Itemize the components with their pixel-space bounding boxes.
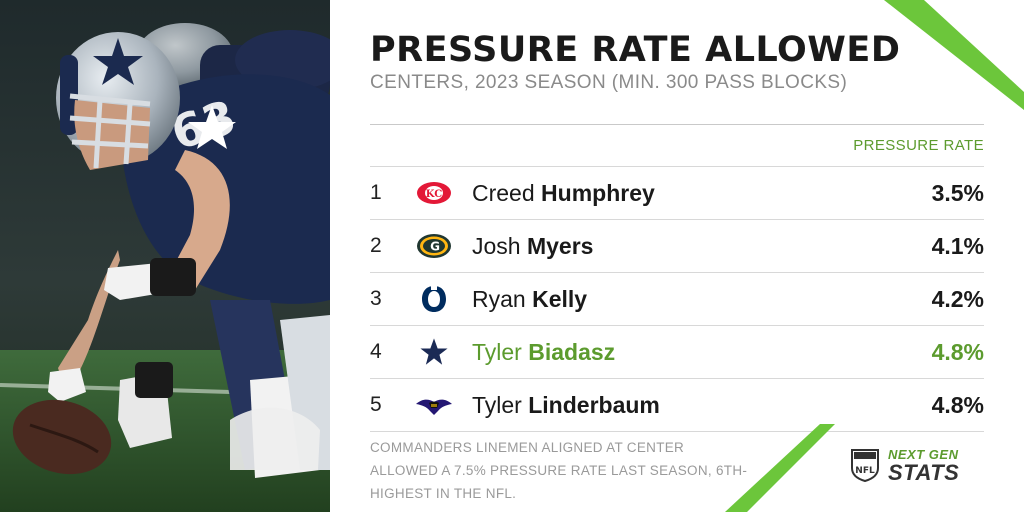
last-name: Myers <box>526 232 594 259</box>
rank-number: 4 <box>370 340 382 363</box>
brand-top: NEXT GEN <box>888 447 959 462</box>
packers-logo-icon: G <box>406 228 462 264</box>
colts-logo-icon <box>406 281 462 317</box>
last-name: Linderbaum <box>528 391 660 418</box>
footnote: COMMANDERS LINEMEN ALIGNED AT CENTER ALL… <box>370 440 748 501</box>
header-divider <box>370 124 984 125</box>
player-name: Creed Humphrey <box>472 180 655 207</box>
ranking-table: 1 KC Creed Humphrey 3.5% 2 <box>370 166 984 432</box>
pressure-rate-value: 4.1% <box>931 232 984 259</box>
cowboys-logo-icon <box>406 334 462 370</box>
brand-bottom: STATS <box>888 460 960 485</box>
nfl-shield-text: NFL <box>855 466 875 476</box>
corner-stripe-decoration <box>884 0 1024 110</box>
ravens-logo-icon <box>406 387 462 423</box>
player-name: Tyler Biadasz <box>472 339 615 366</box>
page-title: PRESSURE RATE ALLOWED <box>370 30 901 70</box>
first-name: Tyler <box>472 391 522 418</box>
pressure-rate-value: 4.8% <box>931 338 984 365</box>
table-row: 2 G Josh Myers 4.1% <box>370 219 984 272</box>
rank-number: 2 <box>370 234 382 257</box>
column-header-pressure-rate: PRESSURE RATE <box>853 137 984 154</box>
nfl-shield-icon: NFL <box>851 449 879 482</box>
bottom-stripe-decoration <box>725 424 835 512</box>
table-row: 3 Ryan Kelly 4.2% <box>370 272 984 325</box>
player-name: Ryan Kelly <box>472 286 587 313</box>
first-name: Ryan <box>472 285 526 312</box>
table-row-highlighted: 4 Tyler Biadasz 4.8% <box>370 325 984 378</box>
last-name: Humphrey <box>541 179 655 206</box>
stats-panel: PRESSURE RATE ALLOWED CENTERS, 2023 SEAS… <box>330 0 1024 512</box>
first-name: Creed <box>472 179 535 206</box>
chiefs-logo-icon: KC <box>406 175 462 211</box>
last-name: Kelly <box>532 285 588 312</box>
player-name: Tyler Linderbaum <box>472 392 660 419</box>
svg-text:G: G <box>430 240 440 254</box>
rank-number: 1 <box>370 181 382 204</box>
first-name: Josh <box>472 232 521 259</box>
table-row: 5 Tyler Linderbaum 4.8% <box>370 378 984 432</box>
rank-number: 5 <box>370 393 382 416</box>
next-gen-stats-logo: NFL NEXT GEN STATS <box>850 446 960 485</box>
rank-number: 3 <box>370 287 382 310</box>
page-subtitle: CENTERS, 2023 SEASON (MIN. 300 PASS BLOC… <box>370 72 848 93</box>
first-name: Tyler <box>472 338 522 365</box>
pressure-rate-value: 4.8% <box>931 391 984 418</box>
player-name: Josh Myers <box>472 233 593 260</box>
table-row: 1 KC Creed Humphrey 3.5% <box>370 166 984 219</box>
brand-wordmark: NEXT GEN STATS <box>888 446 960 485</box>
last-name: Biadasz <box>528 338 616 365</box>
pressure-rate-value: 4.2% <box>931 285 984 312</box>
player-photo: 63 <box>0 0 330 512</box>
svg-text:KC: KC <box>426 189 442 200</box>
pressure-rate-value: 3.5% <box>931 179 984 206</box>
